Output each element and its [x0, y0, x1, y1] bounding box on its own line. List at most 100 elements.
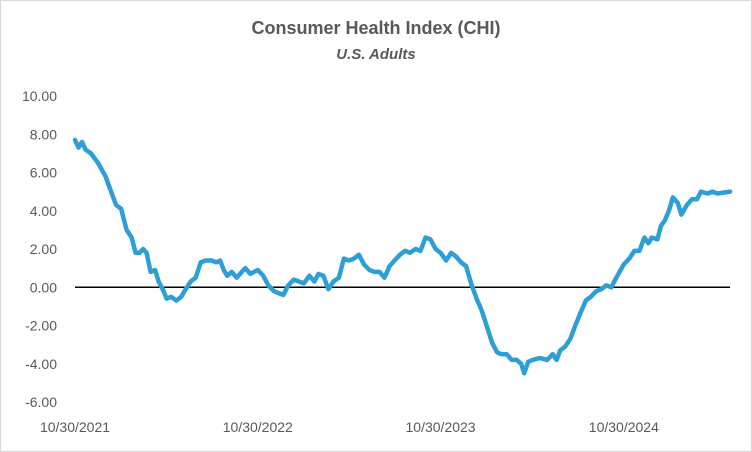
- x-tick-label: 10/30/2021: [40, 419, 110, 435]
- data-point: [204, 258, 208, 263]
- data-point: [276, 291, 280, 295]
- data-point: [433, 247, 438, 251]
- data-point: [695, 197, 699, 201]
- data-point: [184, 287, 188, 291]
- data-point: [573, 323, 577, 328]
- data-point: [331, 279, 335, 284]
- data-point: [357, 253, 361, 257]
- data-point: [642, 235, 646, 240]
- data-point: [362, 262, 366, 266]
- data-point: [728, 190, 732, 194]
- data-point: [162, 289, 166, 293]
- data-point: [438, 251, 443, 255]
- data-point: [243, 266, 247, 270]
- data-point: [235, 276, 239, 280]
- data-point: [408, 251, 412, 255]
- data-point: [240, 270, 244, 274]
- data-point: [316, 272, 320, 276]
- data-point: [141, 247, 145, 251]
- data-point: [679, 212, 684, 217]
- data-point: [124, 228, 129, 232]
- data-point: [189, 279, 193, 284]
- data-point: [526, 360, 530, 364]
- data-point: [392, 258, 397, 263]
- data-point: [137, 251, 142, 255]
- data-point: [428, 237, 433, 242]
- data-point: [515, 358, 519, 362]
- data-point: [225, 274, 229, 278]
- data-point: [179, 295, 183, 299]
- data-point: [382, 276, 387, 280]
- data-point: [510, 358, 514, 362]
- data-point: [302, 281, 306, 286]
- data-point: [418, 249, 423, 253]
- x-axis: 10/30/2021 10/30/2022 10/30/2023 10/30/2024: [40, 419, 659, 435]
- data-point: [377, 270, 382, 274]
- data-point: [367, 268, 372, 272]
- x-tick-label: 10/30/2022: [223, 419, 293, 435]
- y-tick-label: 6.00: [30, 165, 57, 181]
- y-tick-label: 4.00: [30, 203, 57, 219]
- data-point: [637, 249, 641, 253]
- data-point: [449, 251, 453, 255]
- data-point: [312, 279, 316, 284]
- data-point: [387, 264, 392, 268]
- data-point: [423, 235, 428, 240]
- data-point: [248, 272, 252, 276]
- y-tick-label: -4.00: [25, 356, 57, 372]
- data-point: [403, 249, 407, 253]
- data-point: [454, 255, 458, 259]
- data-point: [490, 341, 494, 345]
- data-point: [545, 358, 549, 362]
- data-point: [199, 260, 203, 264]
- data-point: [604, 283, 608, 287]
- data-point: [555, 358, 559, 362]
- data-point: [627, 256, 631, 261]
- data-point: [83, 147, 88, 152]
- data-point: [261, 274, 265, 278]
- data-point: [119, 207, 123, 211]
- data-point: [266, 283, 270, 287]
- series-line-chi: [72, 137, 733, 376]
- data-point: [133, 251, 138, 255]
- data-point: [342, 256, 346, 261]
- data-point: [194, 276, 198, 280]
- data-point: [256, 268, 260, 272]
- y-tick-label: 8.00: [30, 126, 57, 142]
- data-point: [326, 287, 330, 291]
- data-point: [699, 190, 703, 194]
- data-point: [96, 161, 100, 165]
- data-point: [705, 191, 710, 196]
- chart-subtitle: U.S. Adults: [336, 46, 416, 63]
- data-point: [685, 203, 689, 207]
- data-point: [347, 258, 351, 263]
- y-tick-label: 10.00: [22, 88, 57, 104]
- data-point: [538, 356, 542, 360]
- data-point: [579, 310, 583, 314]
- data-point: [558, 348, 562, 352]
- data-point: [475, 297, 479, 301]
- data-points: [73, 138, 732, 375]
- data-point: [89, 151, 93, 155]
- data-point: [321, 274, 325, 278]
- y-tick-label: 2.00: [30, 241, 57, 257]
- data-point: [218, 258, 222, 263]
- data-point: [495, 350, 499, 354]
- data-point: [667, 209, 671, 213]
- data-point: [563, 344, 567, 349]
- data-point: [459, 260, 463, 264]
- data-point: [676, 201, 680, 205]
- data-point: [710, 190, 715, 194]
- data-point: [109, 190, 113, 194]
- data-point: [531, 358, 535, 362]
- data-point: [174, 299, 178, 303]
- data-point: [153, 268, 157, 272]
- data-point: [80, 140, 84, 144]
- y-tick-label: 0.00: [30, 279, 57, 295]
- data-point: [292, 278, 296, 282]
- data-point: [715, 191, 720, 196]
- data-point: [286, 283, 290, 287]
- data-point: [522, 371, 526, 375]
- data-point: [655, 237, 659, 242]
